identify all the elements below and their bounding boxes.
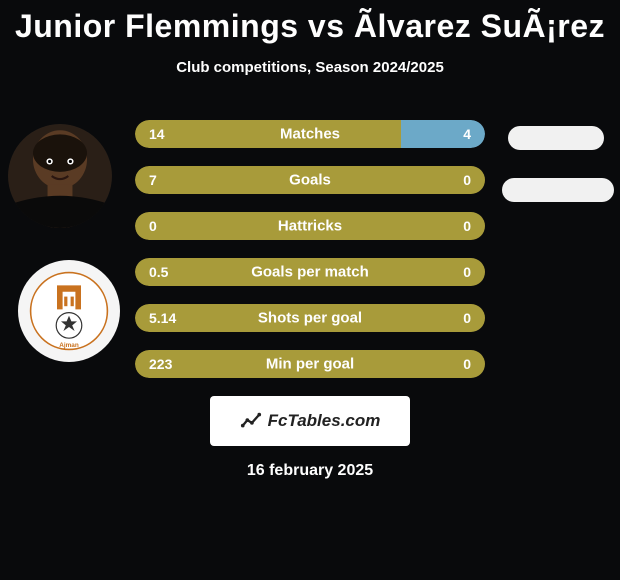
stat-bar-right-segment bbox=[482, 166, 486, 194]
fctables-branding: FcTables.com bbox=[210, 396, 410, 446]
stat-bar-row: 14 4 Matches bbox=[135, 120, 485, 148]
stat-bar-row: 0.5 0 Goals per match bbox=[135, 258, 485, 286]
comparison-title: Junior Flemmings vs Ãlvarez SuÃ¡rez bbox=[0, 0, 620, 45]
player-2-club-placeholder bbox=[502, 178, 614, 202]
player-1-avatar bbox=[8, 124, 112, 228]
stat-label: Min per goal bbox=[266, 356, 354, 373]
stat-value-left: 0.5 bbox=[149, 264, 168, 280]
stat-bar-right-segment bbox=[401, 120, 485, 148]
stat-value-left: 14 bbox=[149, 126, 165, 142]
stat-label: Matches bbox=[280, 126, 340, 143]
stat-bar-right-segment bbox=[482, 350, 486, 378]
stat-bar-row: 223 0 Min per goal bbox=[135, 350, 485, 378]
stat-value-right: 4 bbox=[463, 126, 471, 142]
stat-bar-left-segment bbox=[135, 120, 401, 148]
stat-bar-right-segment bbox=[482, 304, 486, 332]
stat-value-right: 0 bbox=[463, 218, 471, 234]
chart-icon bbox=[240, 410, 262, 432]
stat-value-right: 0 bbox=[463, 310, 471, 326]
stat-value-right: 0 bbox=[463, 356, 471, 372]
stat-label: Goals bbox=[289, 172, 331, 189]
stat-value-left: 7 bbox=[149, 172, 157, 188]
stat-label: Shots per goal bbox=[258, 310, 362, 327]
stat-value-right: 0 bbox=[463, 264, 471, 280]
branding-text: FcTables.com bbox=[268, 411, 381, 431]
snapshot-date: 16 february 2025 bbox=[0, 462, 620, 480]
stat-bar-row: 5.14 0 Shots per goal bbox=[135, 304, 485, 332]
stat-bar-row: 7 0 Goals bbox=[135, 166, 485, 194]
comparison-subtitle: Club competitions, Season 2024/2025 bbox=[0, 59, 620, 76]
player-1-club-logo: Ajman bbox=[18, 260, 120, 362]
svg-text:Ajman: Ajman bbox=[59, 342, 79, 349]
stat-value-left: 5.14 bbox=[149, 310, 176, 326]
stat-bar-row: 0 0 Hattricks bbox=[135, 212, 485, 240]
stat-value-left: 223 bbox=[149, 356, 172, 372]
stat-bar-right-segment bbox=[482, 258, 486, 286]
stat-value-right: 0 bbox=[463, 172, 471, 188]
player-1-face-icon bbox=[8, 124, 112, 228]
stat-label: Hattricks bbox=[278, 218, 342, 235]
stat-bar-right-segment bbox=[482, 212, 486, 240]
stat-value-left: 0 bbox=[149, 218, 157, 234]
stat-label: Goals per match bbox=[251, 264, 369, 281]
player-2-avatar-placeholder bbox=[508, 126, 604, 150]
ajman-club-icon: Ajman bbox=[29, 271, 109, 351]
